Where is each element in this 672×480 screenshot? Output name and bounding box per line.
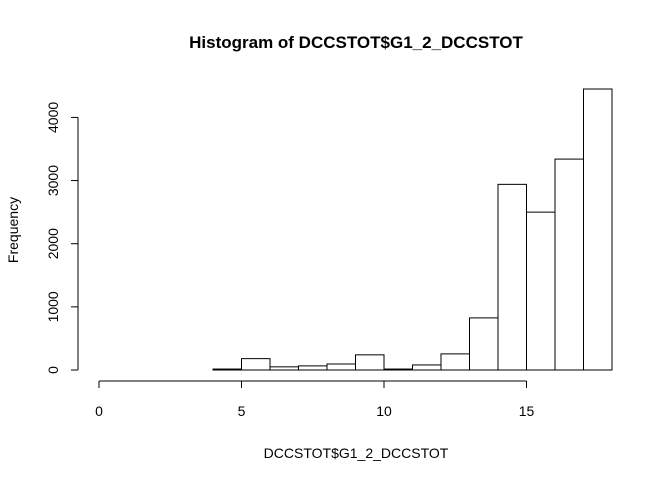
y-axis: 0 1000 2000 3000 4000 [45,102,79,374]
histogram-bar-17 [583,88,613,371]
histogram-bar-15 [526,211,556,371]
histogram-bar-9 [355,354,385,371]
x-axis-label: DCCSTOT$G1_2_DCCSTOT [264,445,449,461]
histogram-bar-14 [497,183,527,371]
histogram-bar-12 [440,353,470,371]
y-tick-label-1: 1000 [45,291,61,322]
y-tick-label-2: 2000 [45,228,61,259]
y-tick-label-0: 0 [45,366,61,374]
histogram-bar-5 [241,358,271,371]
x-tick-label-0: 0 [95,403,103,419]
histogram-bar-8 [326,363,356,371]
y-tick-label-3: 3000 [45,165,61,196]
histogram-bars [212,88,613,371]
x-axis: 0 5 10 15 [95,380,535,419]
histogram-bar-11 [412,364,442,371]
y-axis-label: Frequency [5,197,21,263]
x-tick-label-2: 10 [376,403,392,419]
histogram-bar-6 [269,366,299,371]
y-tick-label-4: 4000 [45,102,61,133]
chart-title: Histogram of DCCSTOT$G1_2_DCCSTOT [189,33,523,52]
histogram-bar-13 [469,317,499,371]
histogram-bar-16 [554,158,584,371]
x-tick-label-3: 15 [519,403,535,419]
histogram-bar-4 [212,368,242,371]
x-tick-label-1: 5 [238,403,246,419]
histogram-bar-10 [383,368,413,371]
histogram-bar-7 [298,365,328,371]
